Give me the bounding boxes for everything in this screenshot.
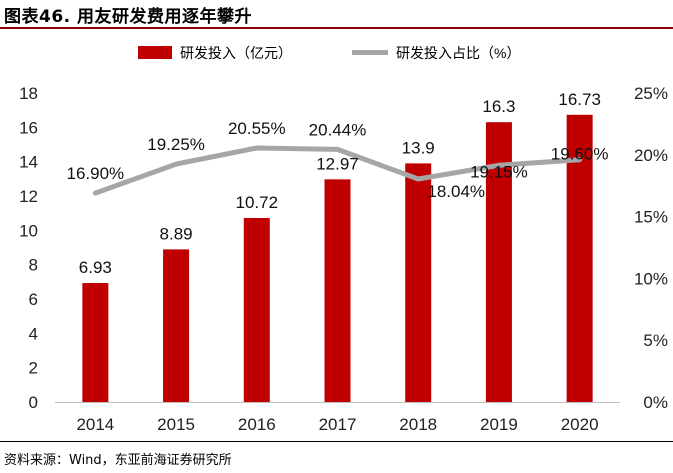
x-tick-label: 2019 [480,415,518,434]
right-tick-label: 10% [634,269,668,288]
line-value-label: 20.55% [228,119,286,138]
bar [405,163,432,402]
right-tick-label: 5% [643,331,668,350]
right-tick-label: 0% [643,393,668,412]
chart-area: 研发投入（亿元） 研发投入占比（%） 0 2 4 6 8 10 12 14 16 18 0% 5% 10… [19,45,668,434]
right-axis: 0% 5% 10% 15% 20% 25% [634,84,668,412]
left-tick-label: 10 [19,221,38,240]
left-tick-label: 14 [19,153,38,172]
bar-data-labels: 6.93 8.89 10.72 12.97 13.9 16.3 16.73 [79,90,601,277]
line-value-label: 19.60% [551,145,609,164]
bar-value-label: 16.73 [558,90,601,109]
bar-series [82,114,593,402]
legend-swatch-bar [138,46,172,59]
bar-value-label: 10.72 [236,193,279,212]
left-tick-label: 12 [19,187,38,206]
x-tick-label: 2015 [157,415,195,434]
x-tick-label: 2018 [399,415,437,434]
line-value-label: 20.44% [309,120,367,139]
x-tick-label: 2016 [238,415,276,434]
bar-value-label: 12.97 [316,154,359,173]
left-tick-label: 16 [19,118,38,137]
bar-value-label: 8.89 [160,224,193,243]
bar [82,283,109,402]
chart-legend: 研发投入（亿元） 研发投入占比（%） [138,45,520,61]
source-rule [0,441,673,442]
source-note: 资料来源：Wind，东亚前海证券研究所 [4,453,232,468]
left-tick-label: 0 [29,393,38,412]
line-value-label: 18.04% [427,182,485,201]
legend-label-line: 研发投入占比（%） [396,45,520,61]
x-tick-label: 2017 [319,415,357,434]
x-tick-label: 2020 [561,415,599,434]
bar [243,217,270,402]
bar [163,249,190,402]
right-tick-label: 25% [634,84,668,103]
line-series [92,145,583,196]
left-tick-label: 8 [29,256,38,275]
right-tick-label: 15% [634,208,668,227]
line-value-label: 19.15% [470,162,528,181]
left-tick-label: 6 [29,290,38,309]
bar-value-label: 16.3 [482,97,515,116]
figure-title: 图表46. 用友研发费用逐年攀升 [4,7,253,27]
bar [324,179,351,402]
left-tick-label: 2 [29,359,38,378]
bar-value-label: 13.9 [402,138,435,157]
line-data-labels: 16.90% 19.25% 20.55% 20.44% 18.04%19.15% 19.6… [67,119,609,201]
line-value-label: 16.90% [67,164,125,183]
x-tick-label: 2014 [76,415,114,434]
legend-label-bar: 研发投入（亿元） [180,45,292,61]
title-rule [0,27,673,29]
left-tick-label: 4 [29,324,38,343]
line-value-label: 19.25% [147,135,205,154]
left-tick-label: 18 [19,84,38,103]
bar-value-label: 6.93 [79,258,112,277]
left-axis: 0 2 4 6 8 10 12 14 16 18 [19,84,38,412]
right-tick-label: 20% [634,146,668,165]
x-axis: 2014 2015 2016 2017 2018 2019 2020 [55,402,620,434]
